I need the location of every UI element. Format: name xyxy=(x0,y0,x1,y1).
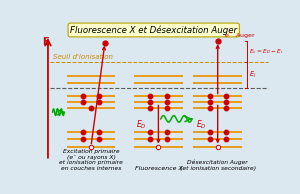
Text: Fluorescence X et Désexcitation Auger: Fluorescence X et Désexcitation Auger xyxy=(70,25,237,35)
Text: Désexcitation Auger
(et ionisation secondaire): Désexcitation Auger (et ionisation secon… xyxy=(180,160,256,171)
Text: E: E xyxy=(42,37,49,47)
Text: $E_D$: $E_D$ xyxy=(196,118,207,131)
Text: $E_c = E_D - E_i$: $E_c = E_D - E_i$ xyxy=(249,47,284,56)
Text: Fluorescence X: Fluorescence X xyxy=(134,166,182,171)
Text: $E_D$: $E_D$ xyxy=(136,118,146,131)
Text: Excitation primaire
(e⁻ ou rayons X)
et ionisation primaire
en couches internes: Excitation primaire (e⁻ ou rayons X) et … xyxy=(59,149,123,171)
Text: Seuil d'ionisation: Seuil d'ionisation xyxy=(52,54,112,60)
Text: $e^-$ Auger: $e^-$ Auger xyxy=(224,31,256,40)
Text: $E_i$: $E_i$ xyxy=(249,70,256,80)
